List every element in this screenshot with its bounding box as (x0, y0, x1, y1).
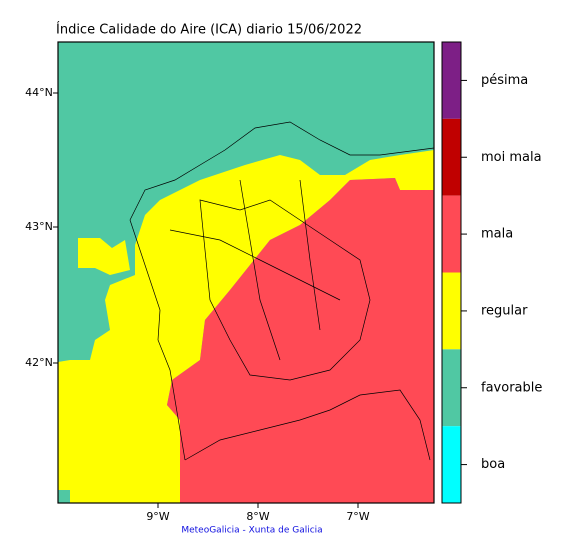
colorbar-label: regular (481, 303, 528, 318)
lat-label: 44°N (25, 86, 53, 99)
colorbar: pésima moi mala mala regular favorable boa (441, 41, 542, 504)
lat-labels: 44°N 43°N 42°N (25, 86, 58, 369)
regular-region (58, 150, 434, 503)
credit: MeteoGalicia - Xunta de Galicia (181, 526, 322, 536)
colorbar-swatch (442, 349, 461, 427)
colorbar-swatch (442, 195, 461, 273)
colorbar-label: mala (481, 227, 513, 242)
lat-label: 43°N (25, 220, 53, 233)
borders (129, 121, 435, 461)
colorbar-label: pésima (481, 73, 528, 88)
colorbar-label: boa (481, 457, 505, 472)
map-frame (57, 41, 435, 504)
lat-label: 42°N (25, 356, 53, 369)
colorbar-swatch (442, 272, 461, 350)
colorbar-swatch (442, 118, 461, 196)
lon-labels: 9°W 8°W 7°W (146, 503, 370, 523)
colorbar-label: moi mala (481, 150, 542, 165)
regular-patch (78, 238, 130, 275)
lon-label: 8°W (246, 510, 269, 523)
map-title: Índice Calidade do Aire (ICA) diario 15/… (56, 22, 362, 38)
map-area (57, 41, 435, 504)
colorbar-label: favorable (481, 380, 542, 395)
lon-label: 7°W (346, 510, 369, 523)
mala-region (167, 178, 434, 503)
lon-label: 9°W (146, 510, 169, 523)
colorbar-swatch (442, 426, 461, 503)
colorbar-swatch (442, 42, 461, 119)
colorbar-frame (441, 41, 462, 504)
